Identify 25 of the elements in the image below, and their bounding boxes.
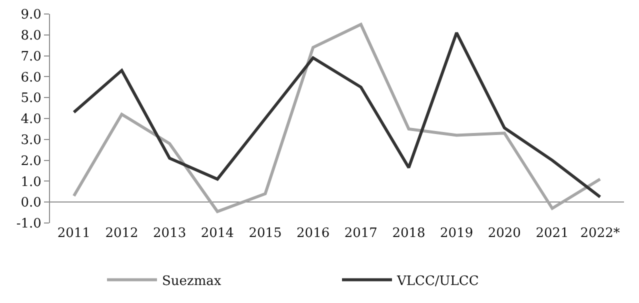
x-tick-label: 2015	[248, 226, 282, 241]
x-tick-label: 2012	[105, 226, 138, 241]
y-tick-label: 9.0	[20, 8, 42, 23]
x-tick-label: 2020	[488, 226, 521, 241]
y-tick-label: 6.0	[20, 70, 42, 86]
y-tick-label: 0.0	[20, 196, 42, 211]
x-tick-label: 2016	[296, 226, 330, 241]
x-tick-label: 2022*	[580, 226, 620, 241]
y-tick-label: 4.0	[20, 112, 42, 128]
x-tick-label: 2014	[200, 226, 234, 241]
x-tick-label: 2017	[344, 226, 378, 241]
y-tick-label: 3.0	[20, 132, 42, 148]
x-tick-label: 2019	[440, 226, 474, 241]
y-tick-label: 7.0	[20, 49, 42, 64]
y-tick-label: 2.0	[20, 154, 42, 169]
x-tick-label: 2013	[153, 226, 186, 241]
y-tick-label: 1.0	[20, 174, 42, 190]
x-tick-label: 2021	[536, 226, 569, 241]
legend-label: VLCC/ULCC	[396, 274, 479, 289]
x-tick-label: 2018	[392, 226, 426, 241]
legend-label: Suezmax	[162, 274, 222, 289]
x-tick-label: 2011	[57, 226, 90, 241]
y-tick-label: -1.0	[16, 216, 42, 232]
y-tick-label: 5.0	[20, 91, 42, 106]
y-tick-label: 8.0	[20, 28, 42, 44]
